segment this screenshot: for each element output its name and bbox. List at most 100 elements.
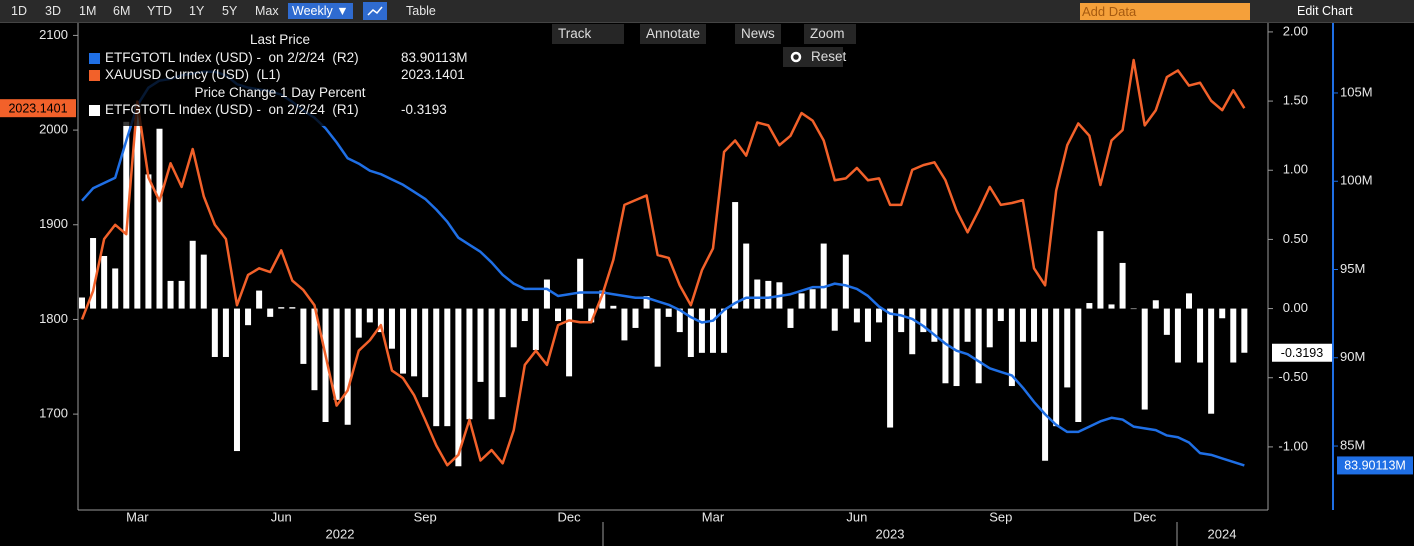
bar: [798, 293, 805, 309]
bar: [732, 202, 739, 309]
bar: [1141, 308, 1148, 410]
bar: [521, 308, 528, 322]
legend-swatch: [89, 52, 100, 64]
range-button[interactable]: YTD: [147, 4, 172, 18]
x-tick-label: Jun: [846, 509, 867, 524]
edit-chart-button[interactable]: Edit Chart: [1297, 4, 1353, 18]
track-button[interactable]: Track: [552, 24, 624, 44]
range-button[interactable]: Max: [255, 4, 279, 18]
bar: [986, 308, 993, 348]
range-button[interactable]: 6M: [113, 4, 131, 18]
bar: [1108, 304, 1115, 309]
zoom-button[interactable]: Zoom: [804, 24, 856, 44]
bar: [200, 254, 207, 309]
news-button[interactable]: News: [735, 24, 781, 44]
bar: [422, 308, 429, 398]
bar: [1053, 308, 1060, 427]
year-label: 2022: [326, 526, 355, 541]
y-tick-label: 100M: [1340, 173, 1373, 188]
bar: [189, 240, 196, 309]
bar: [256, 290, 263, 309]
add-data-input[interactable]: Add Data: [1080, 3, 1250, 20]
y-tick-label: 1700: [39, 406, 68, 421]
frequency-dropdown[interactable]: Weekly ▼: [288, 3, 353, 19]
bar: [355, 308, 362, 338]
range-button[interactable]: 1D: [11, 4, 27, 18]
y-tick-label: 2100: [39, 27, 68, 42]
bar: [1064, 308, 1071, 388]
bar: [566, 308, 573, 377]
bar: [366, 308, 373, 323]
bar: [145, 174, 152, 309]
bar: [1031, 308, 1038, 342]
bar: [455, 308, 462, 467]
x-tick-label: Sep: [989, 509, 1012, 524]
annotate-button[interactable]: Annotate: [640, 24, 707, 44]
y-tick-label: -0.50: [1278, 369, 1308, 384]
bar: [1075, 308, 1082, 423]
bar: [1152, 300, 1159, 309]
value-tag: [1272, 343, 1332, 362]
bar: [997, 308, 1004, 322]
y-tick-label: 85M: [1340, 437, 1365, 452]
range-button[interactable]: 3D: [45, 4, 61, 18]
legend-label: ETFGTOTL Index (USD) - on 2/2/24 (R1): [105, 102, 359, 117]
bar: [123, 121, 130, 309]
bar: [289, 307, 296, 309]
bar: [1119, 262, 1126, 309]
legend: Last Price ETFGTOTL Index (USD) - on 2/2/…: [83, 30, 477, 126]
bar: [400, 308, 407, 374]
bar: [156, 128, 163, 309]
bar: [909, 308, 916, 355]
bar: [178, 280, 185, 309]
reset-icon: [790, 51, 802, 63]
bar: [499, 308, 506, 398]
bar: [488, 308, 495, 420]
chart-type-button[interactable]: [363, 2, 387, 20]
y-tick-label: 1800: [39, 311, 68, 326]
legend-heading: Price Change 1 Day Percent: [194, 84, 366, 100]
bar: [887, 308, 894, 428]
bar: [1019, 308, 1026, 342]
bar: [322, 308, 329, 423]
range-button[interactable]: 5Y: [222, 4, 238, 18]
bar: [388, 308, 395, 349]
legend-swatch: [89, 70, 100, 81]
range-button[interactable]: 1Y: [189, 4, 205, 18]
value-tag-label: 83.90113M: [1344, 459, 1406, 473]
bar: [311, 308, 318, 391]
x-tick-label: Dec: [1133, 509, 1157, 524]
y-tick-label: 95M: [1340, 261, 1365, 276]
bar: [1097, 231, 1104, 309]
bar: [211, 308, 218, 357]
bar: [477, 308, 484, 382]
bar: [1008, 308, 1015, 387]
bar: [79, 297, 85, 309]
bar: [842, 254, 849, 309]
bar: [654, 308, 661, 367]
reset-button[interactable]: Reset: [783, 47, 846, 67]
bar: [831, 308, 838, 331]
bar: [411, 308, 418, 377]
bar: [300, 308, 307, 364]
bar: [278, 307, 285, 309]
bar: [964, 308, 971, 342]
legend-value: 83.90113M: [401, 49, 468, 65]
bar: [433, 308, 440, 427]
value-tag: [0, 99, 76, 118]
x-tick-label: Mar: [126, 509, 149, 524]
bar: [765, 280, 772, 309]
bar: [1042, 308, 1049, 461]
range-button[interactable]: 1M: [79, 4, 97, 18]
y-tick-label: -1.00: [1278, 438, 1308, 453]
table-button[interactable]: Table: [406, 4, 436, 18]
y-tick-label: 90M: [1340, 349, 1365, 364]
x-tick-label: Sep: [414, 509, 437, 524]
bar: [876, 308, 883, 323]
x-tick-label: Jun: [271, 509, 292, 524]
bar: [953, 308, 960, 387]
bar: [975, 308, 982, 384]
bar: [1197, 308, 1204, 363]
bar: [1219, 308, 1226, 319]
legend-label: XAUUSD Curncy (USD) (L1): [105, 67, 281, 82]
